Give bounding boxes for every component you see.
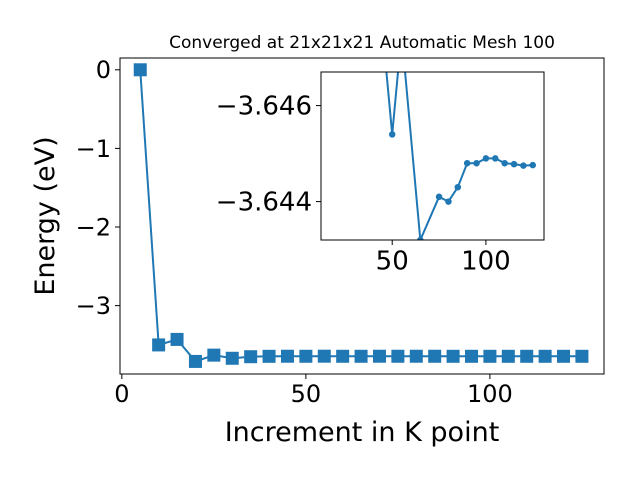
x-axis-label: Increment in K point [225,417,500,448]
main-x-tick-label: 0 [114,380,129,408]
inset-y-tick-label: −3.644 [216,188,312,218]
main-y-tick-label: −2 [76,213,111,241]
inset-data-point [463,159,471,167]
inset-data-point [454,183,462,191]
main-y-ticks: 0 −1 −2 −3 [76,56,120,320]
inset-data-point [529,161,537,169]
main-data-point [299,349,313,363]
inset-plot-background [321,72,544,240]
inset-data-point [492,155,499,162]
main-data-point [428,349,442,363]
main-data-point [557,349,571,363]
inset-data-point [435,193,443,201]
main-data-point [170,332,184,346]
main-data-point [354,349,368,363]
main-data-point [244,350,258,364]
main-data-point [280,349,294,363]
main-data-point [133,63,147,77]
inset-series [385,72,537,240]
inset-data-point [510,160,518,168]
main-data-point [372,349,386,363]
main-data-point [188,354,202,368]
main-data-point [262,349,276,363]
inset-data-point [445,198,452,205]
inset-data-point [473,159,480,167]
inset-data-point [482,155,490,162]
main-data-point [483,349,497,363]
inset-x-ticks: 50 100 [376,240,511,277]
main-data-point [575,349,589,363]
inset-x-tick-label: 100 [461,247,511,277]
main-data-point [409,349,423,363]
inset-data-point [520,162,527,169]
main-data-point [501,349,515,363]
main-data-point [391,349,405,363]
main-y-tick-label: 0 [96,56,111,84]
main-x-ticks: 0 50 100 [114,374,513,408]
inset-data-point [501,159,508,167]
inset-plot-frame [320,71,545,241]
main-series [133,63,589,368]
inset-x-tick-label: 50 [376,247,409,277]
main-data-point [317,349,331,363]
main-data-point [152,338,166,352]
main-data-point [520,349,534,363]
inset-y-ticks: −3.646 −3.644 [216,92,321,218]
main-data-point [464,349,478,363]
main-x-tick-label: 100 [467,380,513,408]
main-x-tick-label: 50 [291,380,322,408]
main-plot-frame [119,57,605,375]
main-y-tick-label: −3 [76,292,111,320]
main-data-point [207,348,221,362]
y-axis-label: Energy (eV) [30,136,61,295]
inset-data-point [388,131,396,138]
main-data-point [225,351,239,365]
inset-y-tick-label: −3.646 [216,92,312,122]
inset-data-point [417,236,424,240]
main-data-point [446,349,460,363]
main-data-point [538,349,552,363]
main-data-point [336,349,350,363]
chart-title: Converged at 21x21x21 Automatic Mesh 100 [169,33,555,53]
main-y-tick-label: −1 [76,135,111,163]
